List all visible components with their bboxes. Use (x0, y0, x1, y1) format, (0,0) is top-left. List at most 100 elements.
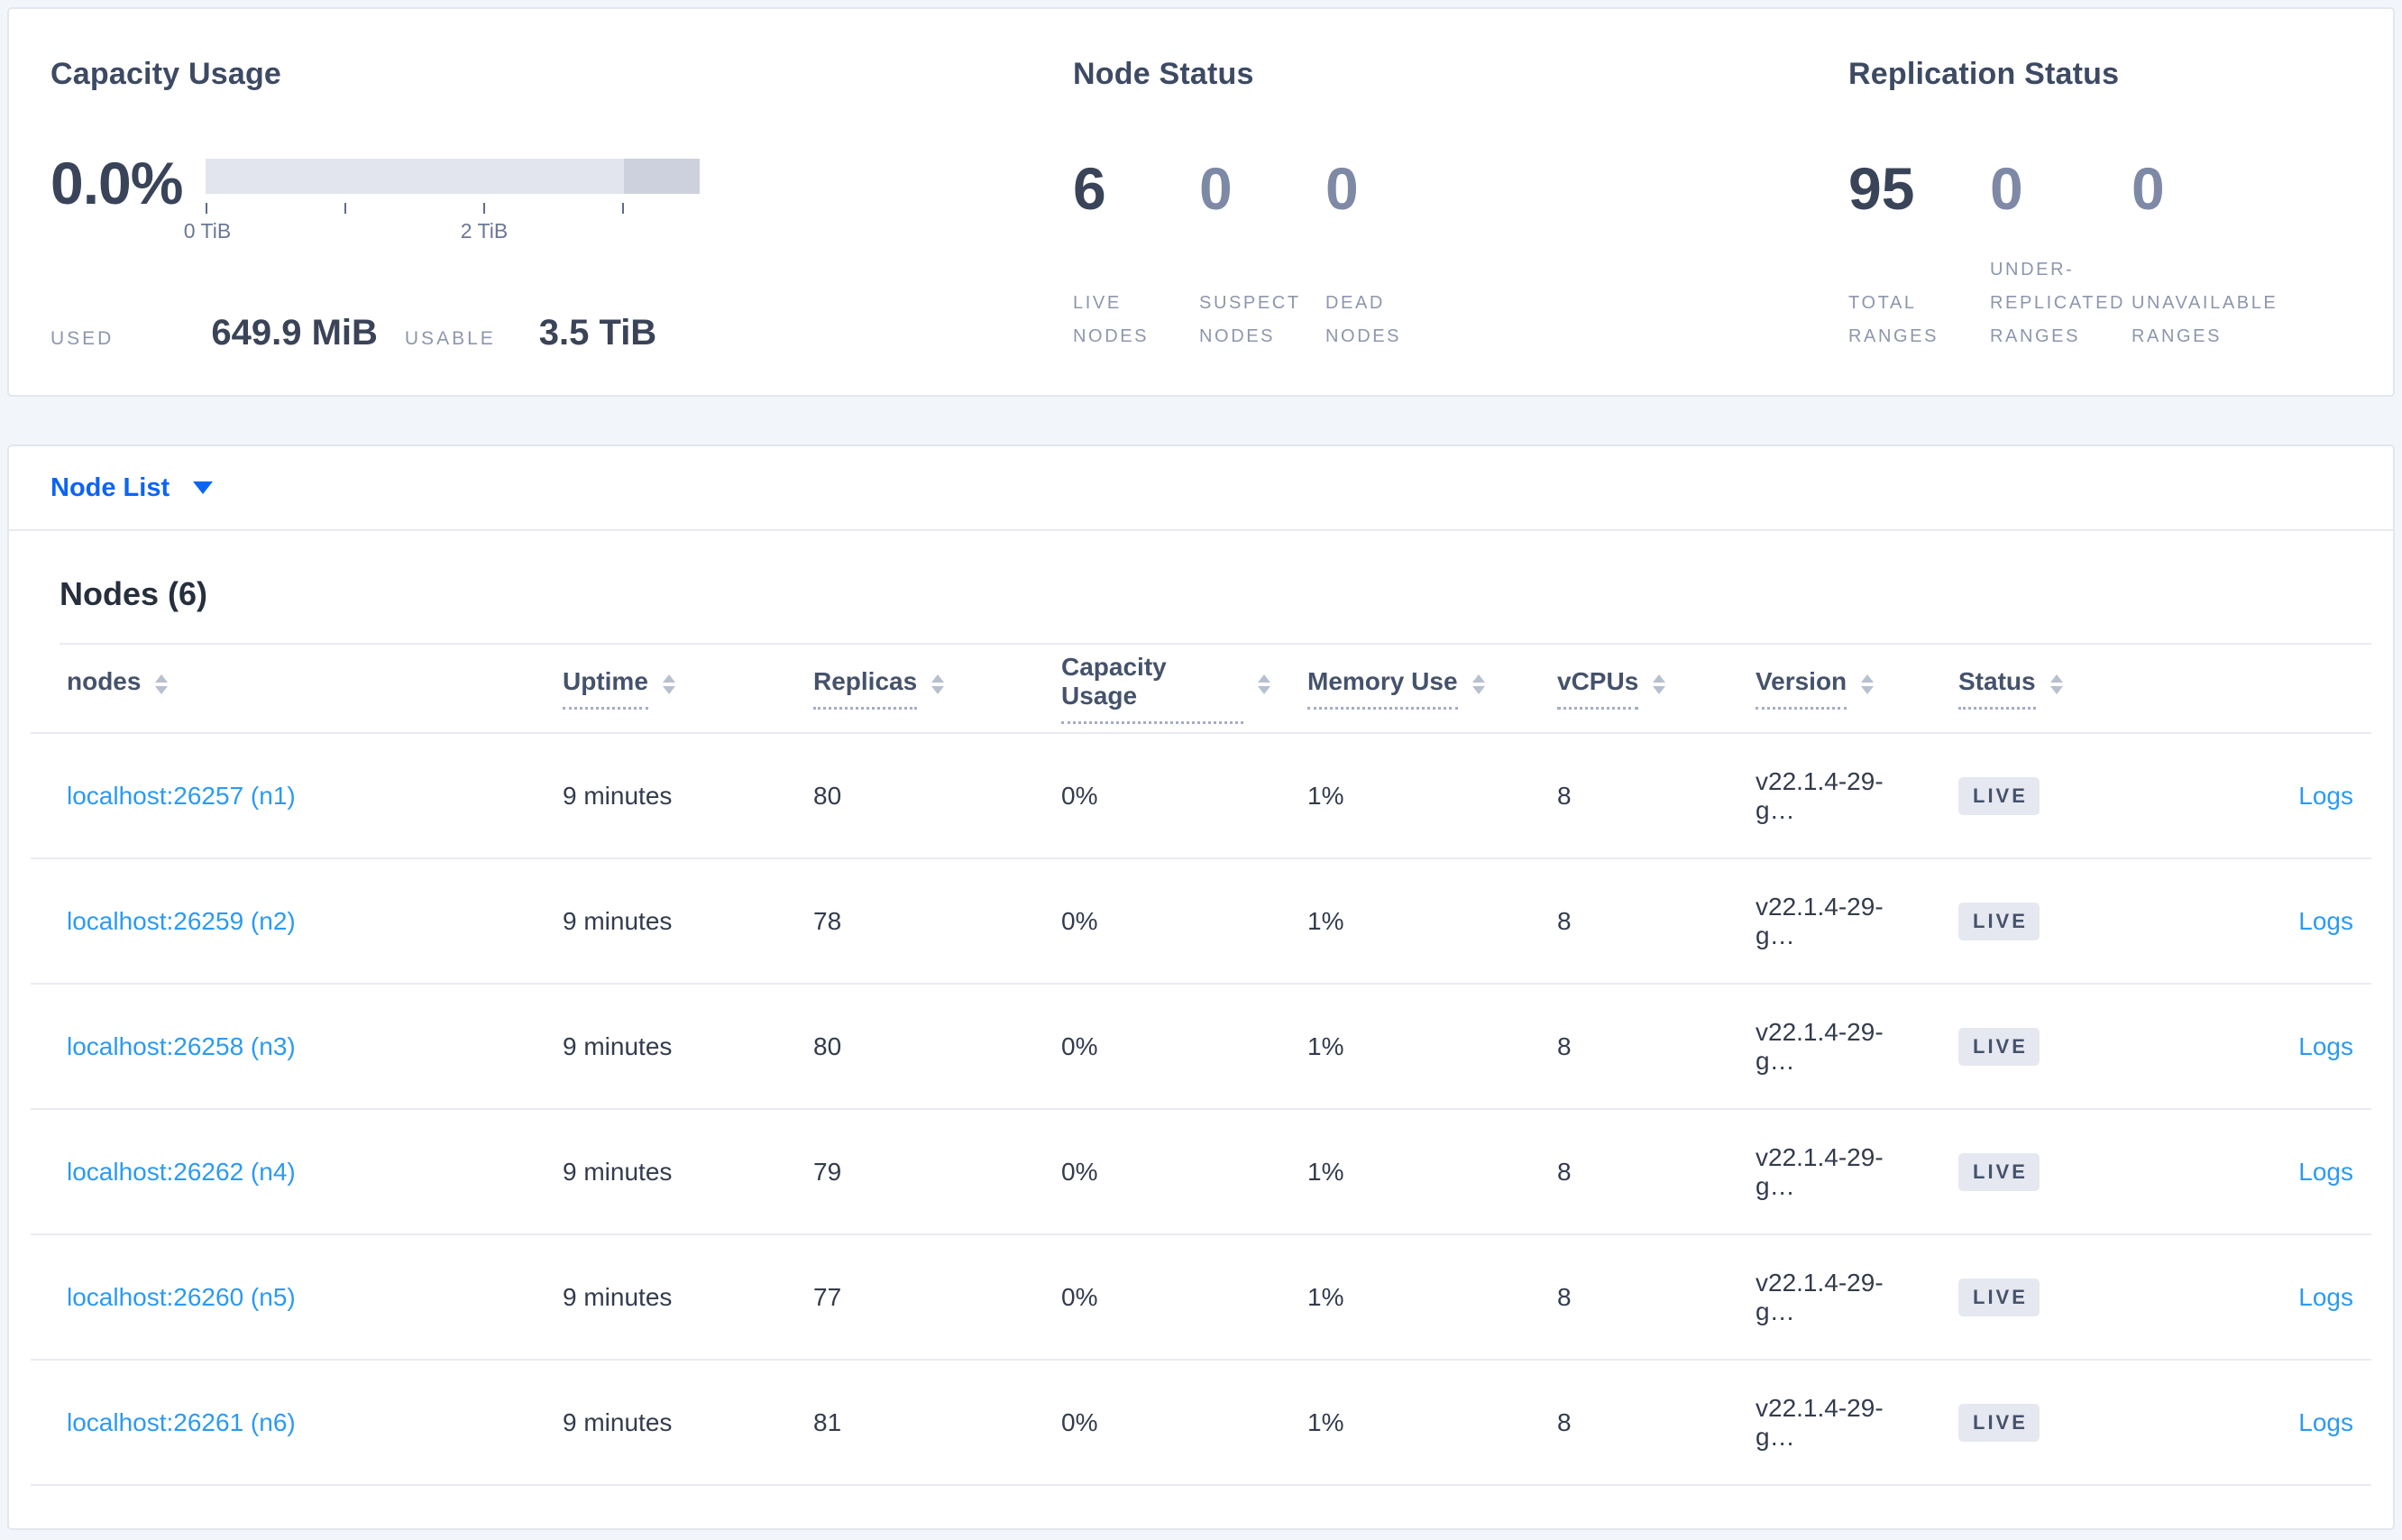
node-list-dropdown[interactable]: Node List (50, 472, 214, 503)
replicas-cell: 78 (777, 857, 1025, 984)
gauge-tick-label-2: 2 TiB (460, 219, 509, 243)
gauge-tick (483, 203, 485, 214)
table-row: localhost:26259 (n2) 9 minutes 78 0% 1% … (31, 857, 2371, 984)
sort-icon (1258, 674, 1270, 694)
sort-icon (1861, 674, 1875, 694)
memory-use-cell: 1% (1271, 1108, 1521, 1234)
capacity-percent: 0.0% (50, 150, 183, 216)
version-cell: v22.1.4-29-g… (1719, 1108, 1922, 1234)
logs-link[interactable]: Logs (2298, 1031, 2353, 1060)
gauge-tick (206, 203, 207, 214)
uptime-cell: 9 minutes (527, 1233, 777, 1360)
replication-status-title: Replication Status (1848, 57, 2120, 91)
node-status-section: Node Status 6 LIVE NODES 0 SUSPECT NODES… (1022, 54, 1798, 353)
logs-cell: Logs (2130, 1359, 2371, 1486)
sort-icon (2049, 674, 2063, 694)
capacity-usage-title: Capacity Usage (50, 57, 282, 91)
used-value: 649.9 MiB (211, 313, 378, 353)
memory-use-cell: 1% (1271, 857, 1521, 984)
unavailable-ranges-stat: 0 UNAVAILABLE RANGES (2132, 155, 2276, 353)
total-ranges-stat: 95 TOTAL RANGES (1848, 159, 1990, 353)
logs-cell: Logs (2130, 983, 2371, 1109)
node-link-n4[interactable]: localhost:26262 (n4) (67, 1157, 296, 1186)
nodes-panel: Nodes (6) nodes Uptime Replicas Capacity… (9, 531, 2393, 1528)
column-header-vcpus[interactable]: vCPUs (1557, 667, 1666, 710)
table-row: localhost:26262 (n4) 9 minutes 79 0% 1% … (31, 1108, 2371, 1234)
status-cell: LIVE (1922, 732, 2130, 858)
version-cell: v22.1.4-29-g… (1719, 983, 1922, 1109)
sort-icon (1471, 674, 1485, 694)
version-cell: v22.1.4-29-g… (1719, 1233, 1922, 1360)
capacity-gauge-labels: 0 TiB 2 TiB (184, 219, 700, 244)
status-cell: LIVE (1922, 1108, 2130, 1234)
dead-nodes-stat: 0 DEAD NODES (1325, 159, 1452, 353)
logs-link[interactable]: Logs (2298, 1407, 2353, 1436)
capacity-usage-cell: 0% (1025, 732, 1271, 858)
status-cell: LIVE (1922, 1359, 2130, 1486)
sort-icon (155, 674, 169, 694)
column-header-nodes[interactable]: nodes (67, 667, 169, 710)
total-ranges-label: TOTAL RANGES (1848, 293, 1939, 346)
dead-nodes-label: DEAD NODES (1325, 293, 1402, 346)
gauge-tick (622, 203, 624, 214)
capacity-used-usable-row: USED 649.9 MiB USABLE 3.5 TiB (50, 313, 1022, 353)
uptime-cell: 9 minutes (527, 1108, 777, 1234)
status-badge: LIVE (1958, 776, 2040, 815)
capacity-usage-section: Capacity Usage 0.0% 0 TiB 2 TiB (50, 54, 1022, 353)
node-list-dropdown-label: Node List (50, 472, 170, 502)
node-link-n1[interactable]: localhost:26257 (n1) (67, 781, 296, 810)
logs-link[interactable]: Logs (2298, 1157, 2353, 1186)
suspect-nodes-label: SUSPECT NODES (1199, 293, 1301, 346)
usable-label: USABLE (404, 328, 496, 349)
column-header-status[interactable]: Status (1958, 667, 2063, 710)
gauge-tick-label-0: 0 TiB (183, 219, 232, 243)
capacity-gauge-bar-segment (624, 159, 700, 194)
status-badge: LIVE (1958, 902, 2040, 940)
suspect-nodes-value: 0 (1199, 155, 1233, 222)
replicas-cell: 81 (777, 1359, 1025, 1486)
under-replicated-ranges-stat: 0 UNDER-REPLICATED RANGES (1990, 159, 2132, 353)
memory-use-cell: 1% (1271, 983, 1521, 1109)
node-link-n6[interactable]: localhost:26261 (n6) (67, 1407, 296, 1436)
node-link-n5[interactable]: localhost:26260 (n5) (67, 1282, 296, 1311)
live-nodes-stat: 6 LIVE NODES (1073, 159, 1199, 353)
column-header-capacity-usage[interactable]: Capacity Usage (1061, 653, 1270, 724)
sort-icon (931, 674, 945, 694)
status-badge: LIVE (1958, 1278, 2040, 1316)
node-link-n2[interactable]: localhost:26259 (n2) (67, 906, 296, 935)
divider (60, 643, 2371, 645)
table-row: localhost:26260 (n5) 9 minutes 77 0% 1% … (31, 1233, 2371, 1360)
logs-link[interactable]: Logs (2298, 1282, 2353, 1311)
replication-status-stats: 95 TOTAL RANGES 0 UNDER-REPLICATED RANGE… (1848, 159, 2352, 353)
under-replicated-ranges-value: 0 (1990, 155, 2023, 222)
capacity-usage-cell: 0% (1025, 1233, 1271, 1360)
column-header-uptime[interactable]: Uptime (563, 667, 675, 710)
vcpus-cell: 8 (1521, 1359, 1719, 1486)
column-header-memory-use[interactable]: Memory Use (1307, 667, 1485, 710)
status-cell: LIVE (1922, 983, 2130, 1109)
total-ranges-value: 95 (1848, 155, 1915, 222)
capacity-usage-cell: 0% (1025, 983, 1271, 1109)
vcpus-cell: 8 (1521, 983, 1719, 1109)
logs-link[interactable]: Logs (2298, 906, 2353, 935)
vcpus-cell: 8 (1521, 1108, 1719, 1234)
sort-icon (662, 674, 675, 694)
column-header-version[interactable]: Version (1756, 667, 1875, 710)
version-cell: v22.1.4-29-g… (1719, 857, 1922, 984)
node-list-panel: Node List Nodes (6) nodes Uptime Replica… (7, 445, 2395, 1530)
node-link-n3[interactable]: localhost:26258 (n3) (67, 1031, 296, 1060)
table-row: localhost:26258 (n3) 9 minutes 80 0% 1% … (31, 983, 2371, 1109)
capacity-gauge-ticks (206, 203, 700, 214)
column-header-replicas[interactable]: Replicas (813, 667, 945, 710)
logs-link[interactable]: Logs (2298, 781, 2353, 810)
status-badge: LIVE (1958, 1152, 2040, 1191)
vcpus-cell: 8 (1521, 732, 1719, 858)
suspect-nodes-stat: 0 SUSPECT NODES (1199, 159, 1325, 353)
table-row: localhost:26261 (n6) 9 minutes 81 0% 1% … (31, 1359, 2371, 1486)
memory-use-cell: 1% (1271, 1233, 1521, 1360)
unavailable-ranges-value: 0 (2132, 155, 2165, 222)
logs-cell: Logs (2130, 857, 2371, 984)
node-status-stats: 6 LIVE NODES 0 SUSPECT NODES 0 DEAD NODE… (1073, 159, 1798, 353)
sort-icon (1653, 674, 1666, 694)
